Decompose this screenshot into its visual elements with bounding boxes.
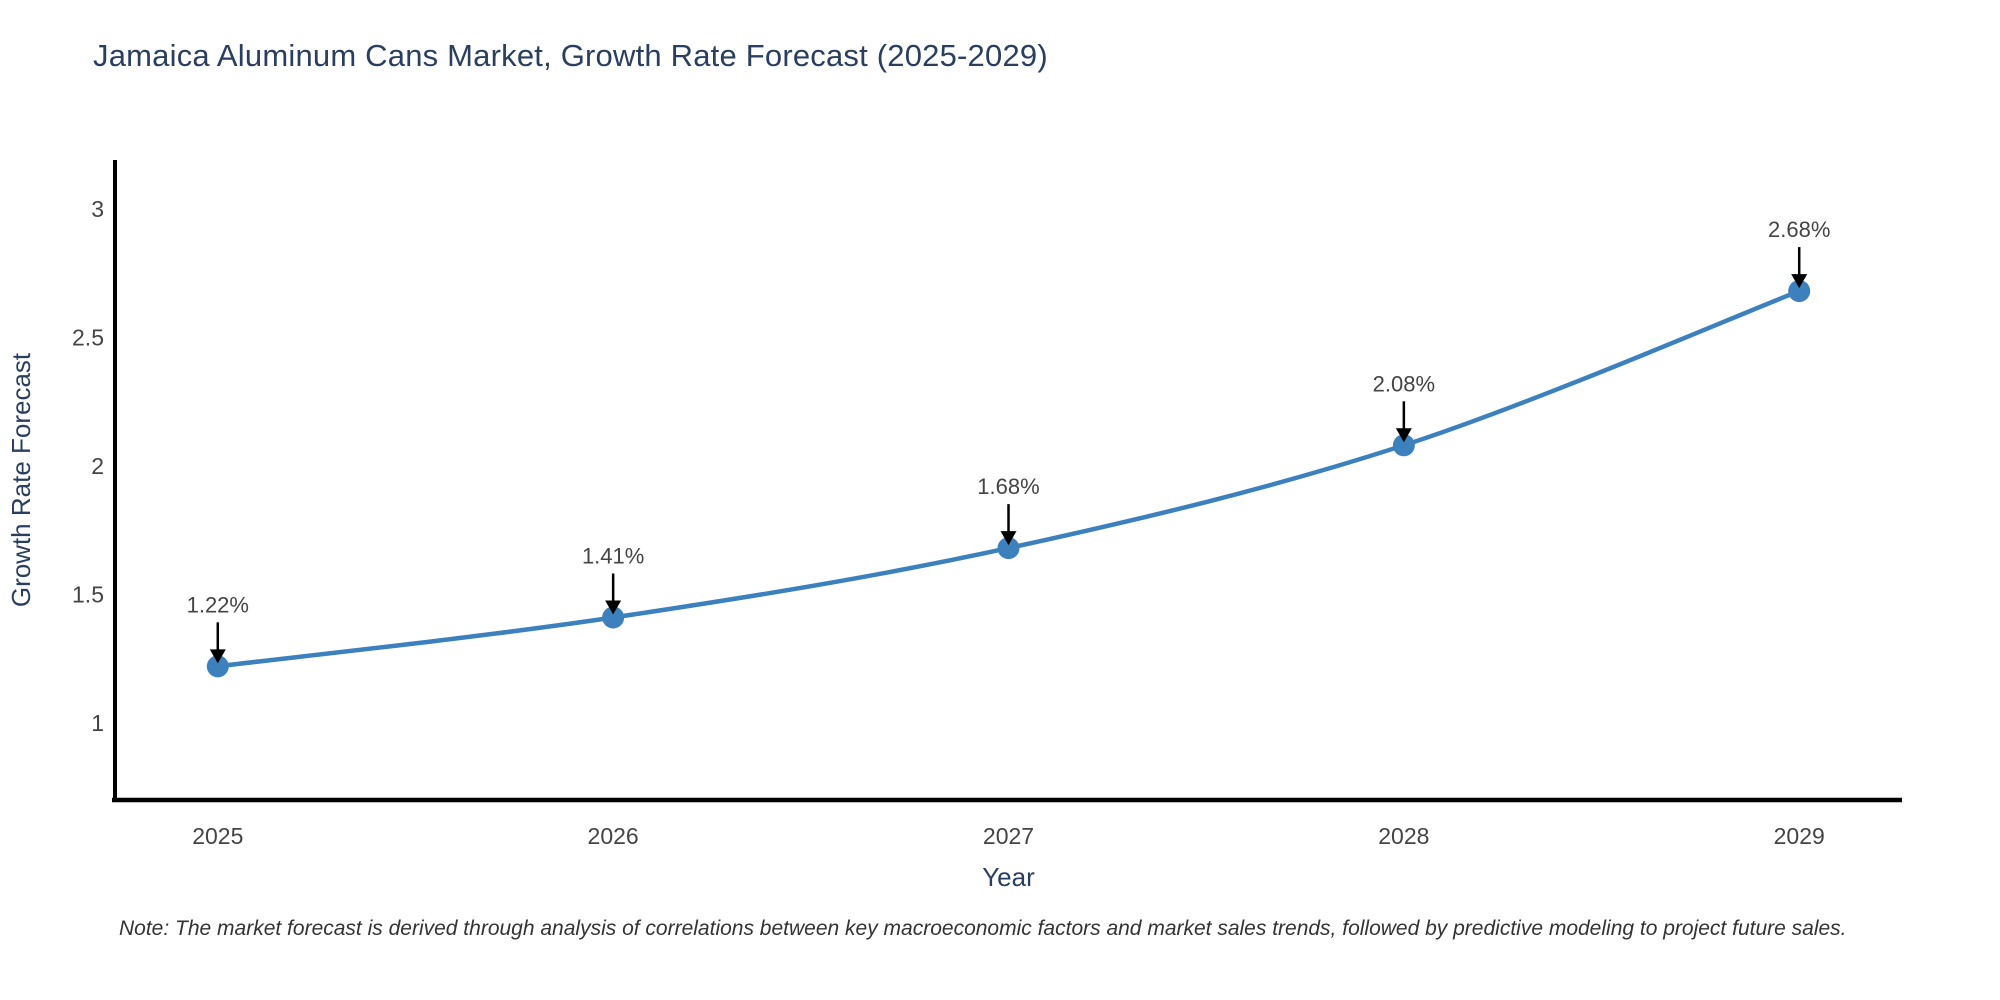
y-tick-label: 2 [91, 453, 104, 479]
y-tick-label: 1 [91, 710, 104, 736]
data-point-marker[interactable] [1788, 280, 1811, 303]
annotation-arrowhead [209, 649, 226, 664]
annotation-label: 1.22% [187, 592, 249, 617]
y-tick-label: 2.5 [72, 324, 104, 350]
x-axis-title: Year [982, 862, 1035, 892]
chart-title: Jamaica Aluminum Cans Market, Growth Rat… [93, 38, 1048, 73]
data-point-marker[interactable] [997, 537, 1020, 560]
x-tick-label: 2025 [192, 823, 243, 849]
annotation-label: 2.08% [1373, 371, 1435, 396]
data-point-marker[interactable] [602, 606, 625, 629]
annotation-arrowhead [1395, 428, 1412, 443]
data-point-marker[interactable] [206, 655, 229, 678]
x-tick-label: 2026 [588, 823, 639, 849]
x-tick-label: 2027 [983, 823, 1034, 849]
annotation-label: 1.68% [977, 474, 1039, 499]
x-tick-label: 2028 [1378, 823, 1429, 849]
annotation-label: 1.41% [582, 544, 644, 569]
annotation-label: 2.68% [1768, 217, 1830, 242]
data-point-marker[interactable] [1392, 434, 1415, 457]
x-tick-label: 2029 [1774, 823, 1825, 849]
note-text: Note: The market forecast is derived thr… [119, 917, 1847, 940]
annotation-arrowhead [1791, 274, 1808, 289]
y-axis-title: Growth Rate Forecast [6, 352, 36, 607]
annotation-arrowhead [1000, 531, 1017, 546]
y-tick-label: 1.5 [72, 581, 104, 607]
y-tick-label: 3 [91, 196, 104, 222]
annotation-arrowhead [605, 600, 622, 615]
